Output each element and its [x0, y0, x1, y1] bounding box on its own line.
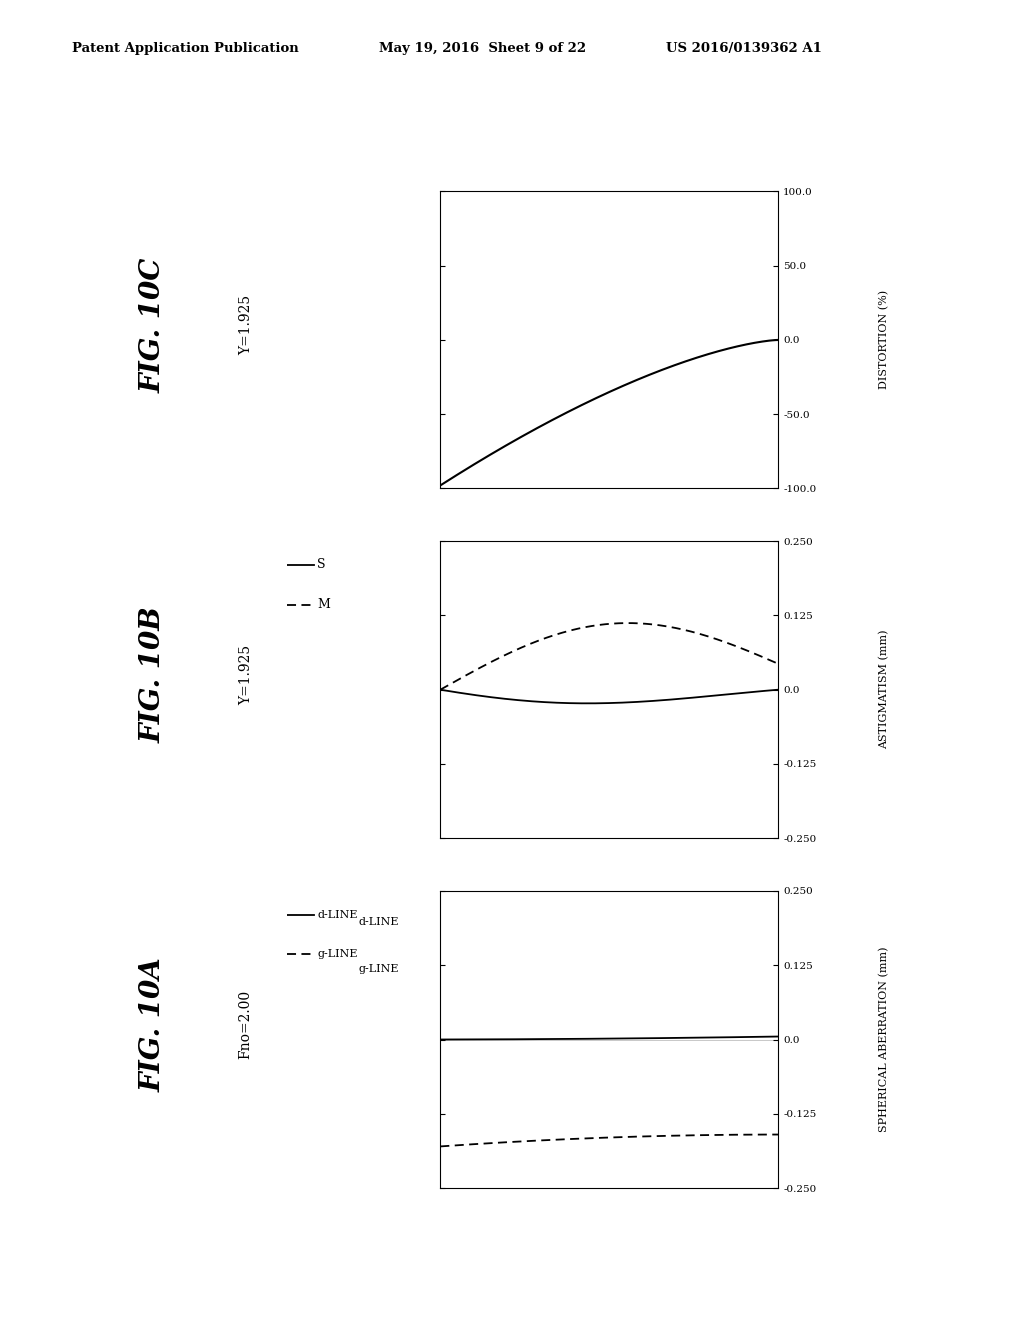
- Text: Y=1.925: Y=1.925: [239, 644, 253, 705]
- Text: FIG. 10A: FIG. 10A: [140, 957, 167, 1092]
- Text: g-LINE: g-LINE: [317, 949, 358, 960]
- Text: May 19, 2016  Sheet 9 of 22: May 19, 2016 Sheet 9 of 22: [379, 42, 586, 55]
- Text: g-LINE: g-LINE: [358, 964, 399, 974]
- Y-axis label: DISTORTION (%): DISTORTION (%): [879, 290, 889, 389]
- Text: Y=1.925: Y=1.925: [239, 294, 253, 355]
- Text: FIG. 10C: FIG. 10C: [140, 257, 167, 393]
- Text: US 2016/0139362 A1: US 2016/0139362 A1: [666, 42, 821, 55]
- Text: S: S: [317, 558, 326, 572]
- Text: FIG. 10B: FIG. 10B: [140, 606, 167, 743]
- Text: Patent Application Publication: Patent Application Publication: [72, 42, 298, 55]
- Text: M: M: [317, 598, 331, 611]
- Text: d-LINE: d-LINE: [317, 909, 358, 920]
- Y-axis label: SPHERICAL ABERRATION (mm): SPHERICAL ABERRATION (mm): [879, 946, 889, 1133]
- Y-axis label: ASTIGMATISM (mm): ASTIGMATISM (mm): [879, 630, 889, 750]
- Text: Fno=2.00: Fno=2.00: [239, 990, 253, 1059]
- Text: d-LINE: d-LINE: [358, 917, 399, 928]
